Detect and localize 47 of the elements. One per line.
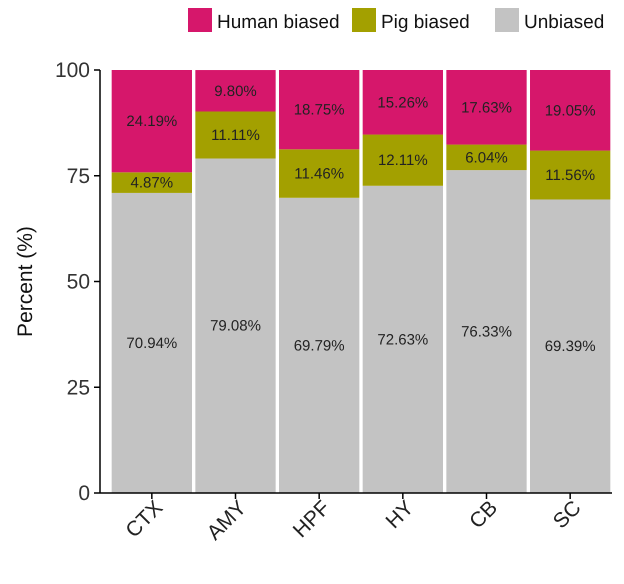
bar (362, 186, 443, 493)
data-label: 17.63% (461, 99, 512, 116)
data-label: 24.19% (126, 113, 178, 130)
data-label: 19.05% (544, 102, 596, 120)
y-axis-title: Percent (%) (14, 226, 37, 337)
legend-label: Human biased (217, 12, 340, 33)
bar (446, 70, 527, 145)
y-tick-label: 75 (66, 164, 90, 188)
bar (195, 70, 276, 112)
data-label: 76.33% (461, 324, 512, 341)
bar (362, 70, 443, 135)
y-tick-label: 0 (78, 482, 90, 505)
legend-label: Pig biased (381, 12, 470, 33)
data-label: 69.79% (294, 337, 345, 354)
data-label: 15.26% (377, 94, 428, 112)
data-label: 11.46% (294, 166, 344, 183)
x-tick-label: SC (548, 496, 586, 534)
x-tick-label: CB (465, 496, 502, 534)
data-label: 18.75% (294, 102, 345, 119)
data-label: 72.63% (377, 331, 428, 348)
bar (195, 158, 276, 493)
data-label: 70.94% (126, 334, 178, 352)
data-label: 12.11% (378, 152, 428, 170)
bar (530, 70, 610, 151)
data-label: 79.08% (210, 318, 261, 335)
data-label: 69.39% (544, 338, 596, 356)
data-label: 6.04% (465, 149, 508, 166)
data-label: 4.87% (130, 174, 174, 192)
bar (279, 198, 360, 493)
bar (112, 70, 192, 172)
data-label: 9.80% (214, 82, 257, 100)
bar (195, 111, 276, 158)
x-tick-label: HY (381, 496, 418, 534)
legend-label: Unbiased (524, 12, 604, 33)
bar (279, 149, 360, 198)
y-tick-label: 100 (54, 59, 90, 82)
bar (530, 150, 610, 200)
bar (446, 170, 527, 493)
data-label: 11.56% (545, 167, 596, 184)
bar (446, 144, 527, 170)
bar (362, 134, 443, 186)
y-tick-label: 50 (66, 270, 90, 294)
bar (112, 192, 192, 493)
bar (279, 70, 360, 150)
y-tick-label: 25 (66, 376, 90, 400)
data-label: 11.11% (211, 126, 260, 144)
bar (530, 199, 610, 493)
